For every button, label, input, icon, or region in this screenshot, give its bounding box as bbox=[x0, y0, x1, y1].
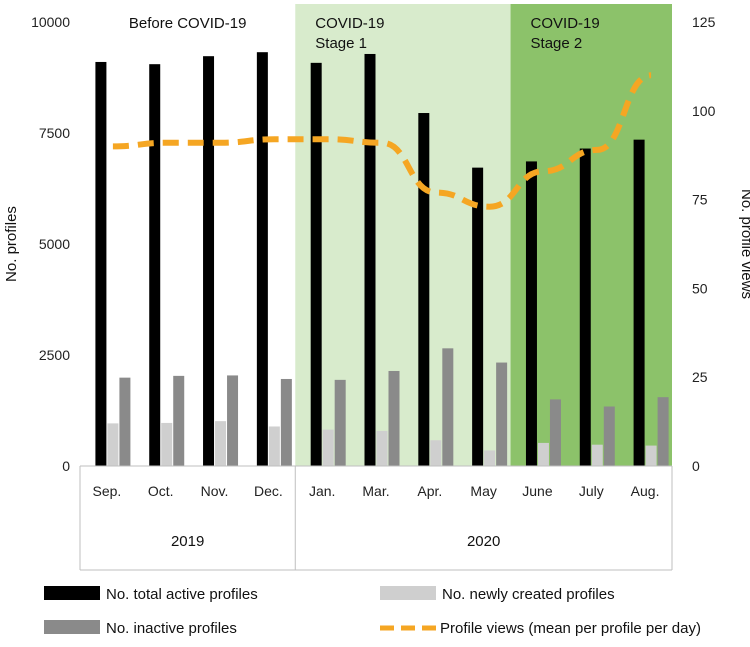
bar-newly-created bbox=[268, 426, 280, 466]
bar-inactive bbox=[388, 370, 400, 466]
bar-newly-created bbox=[537, 442, 549, 466]
bar-newly-created bbox=[645, 445, 657, 466]
y2-tick-label: 125 bbox=[692, 14, 716, 30]
bar-total-active bbox=[364, 53, 376, 467]
period-labels: Before COVID-19 COVID-19 Stage 1 COVID-19 St… bbox=[129, 15, 600, 52]
bar-newly-created bbox=[376, 430, 388, 466]
bar-total-active bbox=[310, 62, 322, 467]
year-label: 2019 bbox=[171, 533, 204, 550]
bar-newly-created bbox=[107, 423, 119, 466]
y-tick-label: 7500 bbox=[39, 125, 70, 141]
period-label: COVID-19 bbox=[315, 15, 384, 32]
bars bbox=[95, 52, 669, 467]
bar-inactive bbox=[119, 377, 131, 466]
period-label: Before COVID-19 bbox=[129, 15, 247, 32]
y2-tick-label: 0 bbox=[692, 458, 700, 474]
year-label: 2020 bbox=[467, 533, 500, 550]
bar-inactive bbox=[227, 375, 239, 466]
legend-label: Profile views (mean per profile per day) bbox=[440, 620, 701, 637]
bar-total-active bbox=[203, 56, 215, 467]
bar-inactive bbox=[603, 406, 615, 466]
y-tick-label: 10000 bbox=[31, 14, 70, 30]
profile-views-line bbox=[112, 72, 652, 210]
bar-total-active bbox=[95, 61, 107, 467]
y2-tick-label: 100 bbox=[692, 103, 716, 119]
x-tick-label: May bbox=[470, 483, 496, 499]
bar-total-active bbox=[525, 161, 537, 466]
x-axis: Sep. Oct. Nov. Dec. Jan. Mar. Apr. May June July A… bbox=[79, 465, 673, 571]
y-tick-label: 2500 bbox=[39, 347, 70, 363]
x-tick-label: Oct. bbox=[148, 483, 174, 499]
bar-newly-created bbox=[591, 444, 603, 466]
x-tick-label: Dec. bbox=[254, 483, 283, 499]
profile-views-line-path bbox=[112, 72, 652, 210]
x-tick-label: July bbox=[579, 483, 604, 499]
x-tick-label: Apr. bbox=[417, 483, 442, 499]
y-tick-label: 5000 bbox=[39, 236, 70, 252]
y2-tick-label: 25 bbox=[692, 369, 708, 385]
legend-swatch bbox=[44, 620, 100, 634]
period-label: Stage 1 bbox=[315, 35, 367, 52]
bar-newly-created bbox=[322, 429, 334, 466]
y2-axis-title: No. profile views bbox=[738, 189, 750, 299]
legend-label: No. inactive profiles bbox=[106, 620, 237, 637]
legend-swatch bbox=[380, 586, 436, 600]
bar-newly-created bbox=[215, 421, 227, 466]
bar-inactive bbox=[442, 348, 454, 466]
period-label: COVID-19 bbox=[531, 15, 600, 32]
bar-total-active bbox=[633, 139, 645, 466]
bar-total-active bbox=[472, 167, 484, 466]
y-axis-title: No. profiles bbox=[3, 206, 20, 282]
x-tick-label: Nov. bbox=[201, 483, 229, 499]
bar-inactive bbox=[173, 375, 185, 466]
x-tick-label: Aug. bbox=[631, 483, 660, 499]
bar-inactive bbox=[549, 399, 561, 466]
bar-newly-created bbox=[484, 450, 496, 466]
y2-tick-label: 75 bbox=[692, 192, 708, 208]
bar-inactive bbox=[280, 378, 292, 466]
legend: No. total active profiles No. newly creat… bbox=[44, 586, 701, 637]
bar-inactive bbox=[334, 379, 346, 466]
bar-total-active bbox=[579, 148, 591, 467]
y-tick-label: 0 bbox=[62, 458, 70, 474]
period-background bbox=[510, 4, 672, 466]
x-tick-label: June bbox=[522, 483, 553, 499]
x-tick-label: Mar. bbox=[362, 483, 389, 499]
bar-inactive bbox=[496, 362, 508, 466]
bar-total-active bbox=[256, 52, 268, 466]
bar-newly-created bbox=[430, 440, 442, 466]
legend-label: No. newly created profiles bbox=[442, 586, 615, 603]
period-label: Stage 2 bbox=[531, 35, 583, 52]
x-tick-label: Sep. bbox=[93, 483, 122, 499]
y2-tick-label: 50 bbox=[692, 280, 708, 296]
bar-total-active bbox=[149, 64, 161, 467]
legend-swatch bbox=[44, 586, 100, 600]
bar-newly-created bbox=[161, 422, 173, 466]
legend-label: No. total active profiles bbox=[106, 586, 258, 603]
axes: 0 2500 5000 7500 10000 0 25 50 75 100 125 No. profi… bbox=[3, 14, 750, 474]
x-tick-label: Jan. bbox=[309, 483, 335, 499]
bar-inactive bbox=[657, 397, 669, 466]
bar-total-active bbox=[418, 113, 430, 467]
